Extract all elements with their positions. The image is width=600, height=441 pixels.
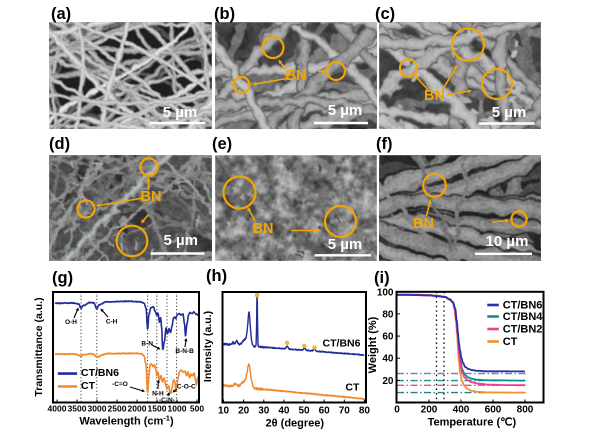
svg-text:5 µm: 5 µm bbox=[163, 104, 198, 121]
svg-text:CT/BN6: CT/BN6 bbox=[323, 338, 361, 350]
svg-text:2θ (degree): 2θ (degree) bbox=[266, 418, 325, 430]
svg-text:5 µm: 5 µm bbox=[492, 104, 527, 121]
svg-text:CT/BN2: CT/BN2 bbox=[503, 324, 543, 336]
svg-text:80: 80 bbox=[382, 309, 394, 320]
svg-text:Weight (%): Weight (%) bbox=[367, 316, 379, 373]
svg-text:CT/BN6: CT/BN6 bbox=[81, 367, 119, 379]
svg-text:O-H: O-H bbox=[65, 319, 77, 326]
svg-text:Transmittance (a.u.): Transmittance (a.u.) bbox=[33, 297, 45, 396]
svg-text:3500: 3500 bbox=[68, 404, 87, 414]
svg-text:20: 20 bbox=[238, 406, 250, 417]
svg-text:600: 600 bbox=[485, 405, 502, 416]
svg-text:CT: CT bbox=[503, 336, 518, 348]
svg-text:800: 800 bbox=[517, 405, 534, 416]
svg-text:BN: BN bbox=[413, 216, 434, 232]
svg-text:C-O-C: C-O-C bbox=[177, 383, 196, 390]
svg-text:Intensity (a.u.): Intensity (a.u.) bbox=[202, 311, 214, 382]
svg-text:1500: 1500 bbox=[148, 404, 167, 414]
svg-text:CT/BN6: CT/BN6 bbox=[503, 300, 543, 312]
svg-text:Wavelength (cm-1): Wavelength (cm-1) bbox=[79, 414, 174, 428]
svg-text:BN: BN bbox=[424, 88, 445, 104]
svg-text:10: 10 bbox=[218, 406, 230, 417]
svg-text:CT: CT bbox=[81, 380, 96, 392]
svg-text:60: 60 bbox=[382, 332, 394, 343]
svg-text:B-N-B: B-N-B bbox=[175, 348, 194, 355]
svg-text:10 µm: 10 µm bbox=[486, 233, 529, 250]
svg-text:80: 80 bbox=[359, 406, 371, 417]
svg-text:200: 200 bbox=[421, 405, 438, 416]
svg-text:C-H: C-H bbox=[106, 318, 118, 325]
svg-text:0: 0 bbox=[394, 405, 400, 416]
svg-text:2500: 2500 bbox=[108, 404, 127, 414]
svg-text:CT/BN4: CT/BN4 bbox=[503, 311, 544, 323]
svg-text:400: 400 bbox=[453, 405, 470, 416]
svg-text:1000: 1000 bbox=[168, 404, 187, 414]
svg-text:40: 40 bbox=[382, 354, 394, 365]
svg-text:Temperature (℃): Temperature (℃) bbox=[428, 417, 517, 429]
svg-text:3000: 3000 bbox=[88, 404, 107, 414]
svg-text:2000: 2000 bbox=[128, 404, 147, 414]
svg-text:BN: BN bbox=[253, 221, 274, 237]
svg-text:100: 100 bbox=[377, 287, 394, 298]
svg-text:500: 500 bbox=[190, 404, 204, 414]
svg-text:-C=O: -C=O bbox=[112, 381, 128, 388]
svg-text:BN: BN bbox=[286, 68, 307, 84]
svg-text:40: 40 bbox=[278, 406, 290, 417]
svg-text:60: 60 bbox=[319, 406, 331, 417]
svg-text:N-H: N-H bbox=[152, 391, 164, 398]
svg-text:5 µm: 5 µm bbox=[328, 102, 363, 119]
svg-text:B-N: B-N bbox=[141, 340, 153, 347]
svg-text:5 µm: 5 µm bbox=[328, 236, 363, 253]
svg-text:70: 70 bbox=[339, 406, 351, 417]
svg-text:CT: CT bbox=[345, 381, 360, 393]
svg-text:30: 30 bbox=[258, 406, 270, 417]
svg-text:20: 20 bbox=[382, 376, 394, 387]
svg-text:BN: BN bbox=[141, 189, 162, 205]
svg-text:-C-N-: -C-N- bbox=[159, 397, 175, 404]
svg-text:5 µm: 5 µm bbox=[163, 232, 198, 249]
svg-text:4000: 4000 bbox=[48, 404, 67, 414]
svg-text:50: 50 bbox=[298, 406, 310, 417]
